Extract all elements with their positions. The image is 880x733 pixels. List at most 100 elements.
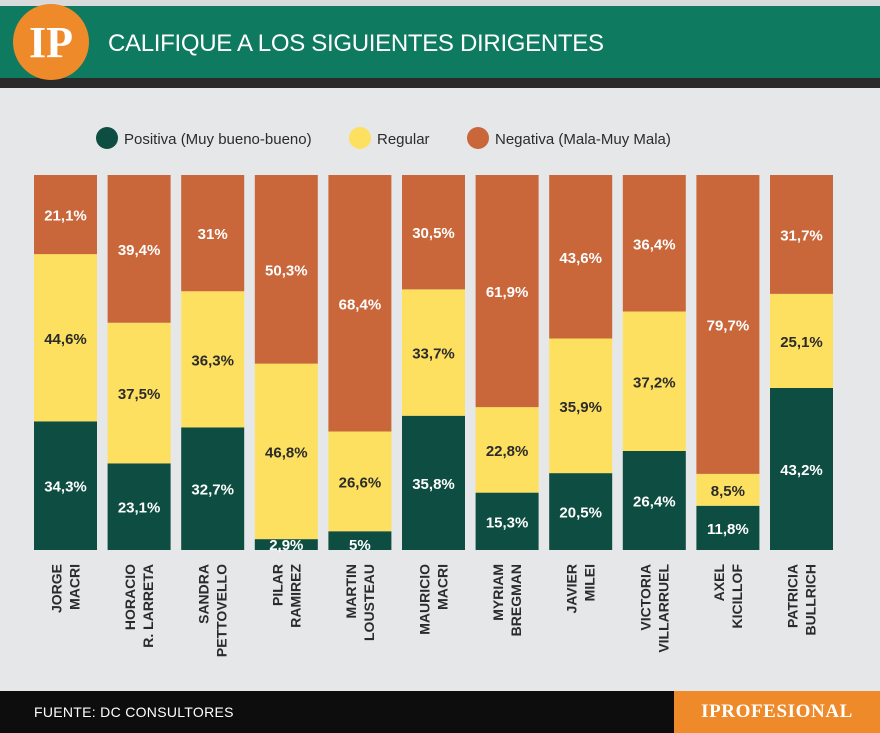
data-label: 33,7%	[412, 346, 455, 363]
data-label: 23,1%	[118, 500, 161, 517]
category-label: MARTIN LOUSTEAU	[343, 564, 377, 641]
category-label-line: RAMIREZ	[287, 564, 303, 628]
bar-segment	[181, 427, 245, 550]
bar-segment	[107, 175, 171, 323]
bar-segment	[328, 431, 392, 532]
data-label: 22,8%	[486, 443, 529, 460]
bar-segment	[402, 415, 465, 550]
data-label: 39,4%	[118, 242, 161, 259]
brand-logo-text: IPROFESIONAL	[701, 701, 853, 722]
bar-segment	[328, 175, 392, 432]
source-note: FUENTE: DC CONSULTORES	[34, 704, 234, 720]
bar-segment	[402, 289, 465, 416]
data-label: 36,4%	[633, 236, 676, 253]
data-label: 79,7%	[707, 317, 750, 334]
data-label: 46,8%	[265, 444, 308, 461]
bars: 34,3% 44,6% 21,1% 23,1% 37,5% 39,4% 32,7% 36,3%…	[34, 175, 833, 554]
category-label-line: MACRI	[67, 564, 83, 610]
data-label: 2,9%	[269, 537, 303, 554]
data-label: 26,4%	[633, 494, 676, 511]
data-label: 43,6%	[559, 250, 602, 267]
category-label-line: MYRIAM	[490, 564, 506, 621]
bar-segment	[770, 175, 833, 294]
brand-box: IPROFESIONAL	[674, 691, 880, 733]
bar-segment	[696, 473, 760, 506]
stacked-bar-chart: Positiva (Muy bueno-bueno) Regular Negativ…	[34, 127, 833, 658]
data-label: 31,7%	[780, 227, 823, 244]
data-label: 35,8%	[412, 476, 455, 493]
data-label: 34,3%	[44, 479, 87, 496]
category-label: HORACIO R. LARRETA	[122, 564, 156, 648]
category-label-line: MAURICIO	[417, 564, 433, 635]
category-label-line: BREGMAN	[508, 564, 524, 636]
data-label: 68,4%	[339, 296, 382, 313]
header-shadow	[0, 78, 880, 88]
category-label-line: PETTOVELLO	[214, 564, 230, 657]
bar-segment	[107, 463, 171, 550]
category-label-line: PILAR	[269, 564, 285, 606]
category-label-line: KICILLOF	[729, 564, 745, 629]
legend-label: Regular	[377, 131, 430, 148]
bar-segment	[475, 407, 539, 493]
bar-segment	[475, 175, 539, 408]
bar-segment	[254, 539, 318, 550]
bar-segment	[34, 175, 97, 255]
legend-swatch	[467, 127, 489, 149]
bar-segment	[181, 291, 245, 428]
bar-segment	[622, 451, 686, 550]
category-label-line: JAVIER	[564, 564, 580, 614]
category-label-line: SANDRA	[196, 564, 212, 624]
category-label: MAURICIO MACRI	[417, 564, 451, 635]
bar-segment	[549, 175, 613, 339]
x-axis-labels: JORGE MACRI HORACIO R. LARRETA SANDRA PETTOVE…	[49, 564, 819, 658]
bar-segment	[328, 531, 392, 550]
bar-segment	[34, 421, 97, 550]
category-label-line: R. LARRETA	[140, 564, 156, 648]
bar-segment	[254, 363, 318, 540]
legend-swatch	[96, 127, 118, 149]
data-label: 43,2%	[780, 462, 823, 479]
data-label: 21,1%	[44, 208, 87, 225]
category-label: AXEL KICILLOF	[711, 564, 745, 629]
bar-segment	[549, 473, 613, 550]
data-label: 8,5%	[711, 483, 745, 500]
data-label: 36,3%	[191, 352, 234, 369]
data-label: 35,9%	[559, 399, 602, 416]
data-label: 32,7%	[191, 482, 234, 499]
category-label: VICTORIA VILLARRUEL	[637, 564, 671, 653]
data-label: 30,5%	[412, 225, 455, 242]
data-label: 31%	[198, 226, 228, 243]
category-label-line: LOUSTEAU	[361, 564, 377, 641]
header: IP CALIFIQUE A LOS SIGUIENTES DIRIGENTES	[0, 0, 880, 88]
data-label: 15,3%	[486, 514, 529, 531]
legend: Positiva (Muy bueno-bueno) Regular Negativ…	[96, 127, 671, 149]
category-label-line: HORACIO	[122, 564, 138, 630]
category-label: PILAR RAMIREZ	[269, 564, 303, 628]
legend-swatch	[349, 127, 371, 149]
bar-segment	[770, 293, 833, 388]
category-label-line: MARTIN	[343, 564, 359, 618]
bar-segment	[770, 388, 833, 550]
bar-segment	[34, 254, 97, 422]
data-label: 61,9%	[486, 284, 529, 301]
category-label-line: MILEI	[582, 564, 598, 601]
data-label: 37,2%	[633, 374, 676, 391]
category-label-line: BULLRICH	[803, 564, 819, 636]
bar-segment	[549, 338, 613, 474]
category-label-line: MACRI	[435, 564, 451, 610]
bar-segment	[402, 175, 465, 290]
category-label: MYRIAM BREGMAN	[490, 564, 524, 636]
bar-segment	[107, 322, 171, 464]
category-label-line: VILLARRUEL	[655, 564, 671, 653]
category-label: PATRICIA BULLRICH	[785, 564, 819, 636]
category-label: JAVIER MILEI	[564, 564, 598, 614]
category-label-line: JORGE	[49, 564, 65, 613]
data-label: 26,6%	[339, 474, 382, 491]
bar-segment	[696, 505, 760, 550]
legend-label: Positiva (Muy bueno-bueno)	[124, 131, 312, 148]
data-label: 5%	[349, 537, 371, 554]
ip-logo: IP	[13, 4, 89, 80]
bar-segment	[696, 175, 760, 474]
bar-segment	[622, 311, 686, 451]
footer: FUENTE: DC CONSULTORES IPROFESIONAL	[0, 691, 880, 733]
